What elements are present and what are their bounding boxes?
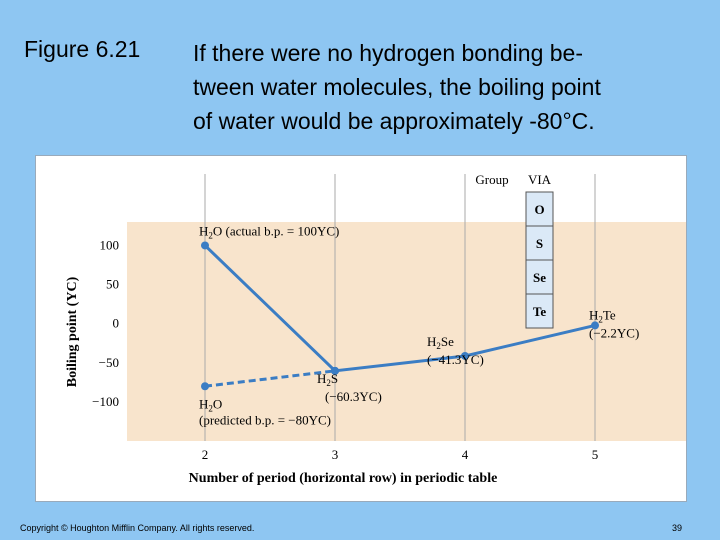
point-value-label: (−60.3ΥC): [325, 389, 382, 404]
point-formula-label: H2O (actual b.p. = 100ΥC): [199, 223, 339, 240]
figure-label: Figure 6.21: [24, 36, 141, 62]
caption-line-3: of water would be approximately -80°C.: [193, 108, 595, 134]
point-formula-label: H2S: [317, 371, 338, 388]
y-tick-label: −100: [92, 394, 119, 409]
data-point: [591, 321, 599, 330]
data-point: [461, 351, 469, 360]
x-tick-label: 3: [332, 447, 339, 462]
data-point: [331, 366, 339, 375]
group-element-symbol: O: [534, 202, 544, 217]
y-tick-label: 50: [106, 277, 119, 292]
figure-caption: If there were no hydrogen bonding be- tw…: [193, 36, 703, 138]
y-tick-label: −50: [99, 355, 119, 370]
group-element-symbol: S: [536, 236, 543, 251]
y-tick-label: 100: [100, 237, 120, 252]
actual-series-line: [203, 244, 596, 373]
point-formula-label: H2Se: [427, 334, 454, 351]
group-element-symbol: Se: [533, 270, 546, 285]
group-name-label: VIA: [528, 172, 552, 187]
point-formula-label: H2Te: [589, 307, 616, 324]
caption-line-1: If there were no hydrogen bonding be-: [193, 40, 583, 66]
group-element-cell: [525, 259, 554, 295]
x-tick-label: 5: [592, 447, 599, 462]
y-tick-label: 0: [113, 316, 120, 331]
point-formula-label: H2O: [199, 396, 222, 413]
x-axis-label: Number of period (horizontal row) in per…: [189, 471, 498, 486]
group-element-cell: [525, 225, 554, 261]
data-point: [201, 241, 209, 250]
point-value-label: (−41.3ΥC): [427, 352, 484, 367]
caption-line-2: tween water molecules, the boiling point: [193, 74, 601, 100]
x-tick-label: 2: [202, 447, 209, 462]
point-value-label: (predicted b.p. = −80ΥC): [199, 412, 331, 427]
y-axis-label: Boiling point (ΥC): [65, 276, 80, 387]
group-element-cell: [525, 293, 554, 329]
group-element-symbol: Te: [533, 304, 546, 319]
x-tick-label: 4: [462, 447, 469, 462]
data-point: [201, 382, 209, 391]
point-value-label: (−2.2ΥC): [589, 325, 639, 340]
page-number: 39: [672, 523, 683, 533]
copyright-notice: Copyright © Houghton Mifflin Company. Al…: [20, 523, 255, 533]
chart-panel: 100 50 0 −50 −100 2 3 4 5 Boiling point (ΥC) Nu…: [35, 155, 687, 502]
boiling-point-chart: 100 50 0 −50 −100 2 3 4 5 Boiling point (ΥC) Nu…: [65, 172, 686, 486]
group-header-label: Group: [475, 172, 508, 187]
